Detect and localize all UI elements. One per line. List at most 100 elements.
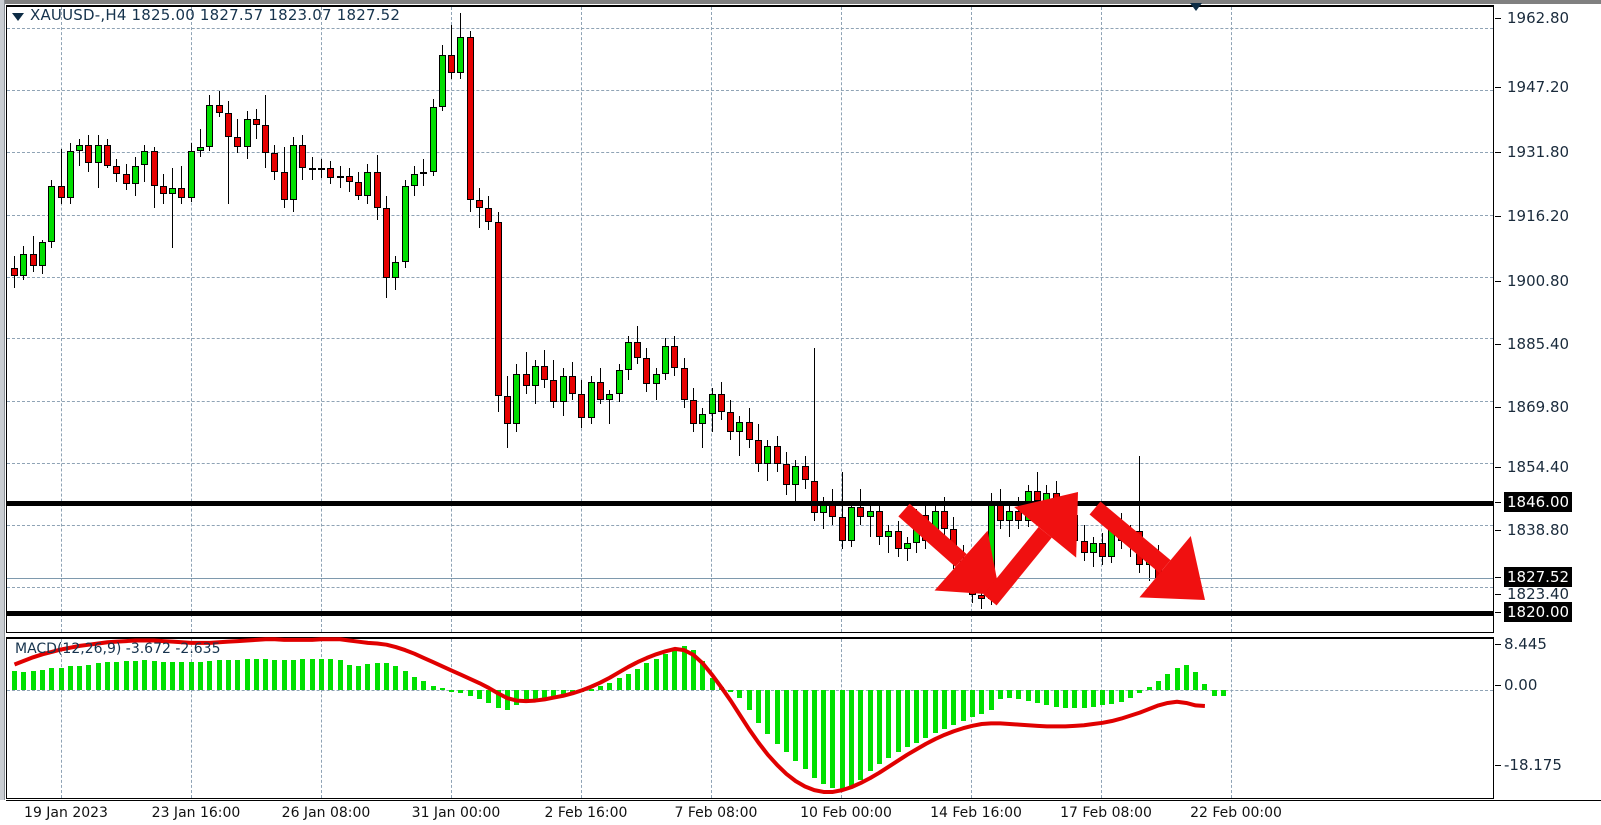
candle-body <box>885 530 893 537</box>
candle-body <box>773 446 781 465</box>
gridline-h <box>7 525 1493 527</box>
macd-bar <box>1165 674 1171 690</box>
candle-body <box>950 528 958 561</box>
gridline-v <box>61 7 62 632</box>
macd-bar <box>1137 689 1143 694</box>
macd-bar <box>979 689 985 714</box>
price-label: 1854.40 <box>1507 458 1570 476</box>
candle-body <box>792 466 800 485</box>
candle-body <box>810 480 818 513</box>
macd-bar <box>1193 671 1199 690</box>
candle-body <box>838 516 846 541</box>
candle-body <box>801 466 809 481</box>
macd-bar <box>142 660 148 690</box>
macd-bar <box>58 667 64 690</box>
candle-body <box>48 185 56 242</box>
gridline-h <box>7 90 1493 92</box>
candle-body <box>1099 542 1107 557</box>
candle-body <box>345 175 353 182</box>
macd-bar <box>160 661 166 690</box>
candle-body <box>848 506 855 541</box>
candle-wick <box>702 408 704 449</box>
scroll-marker-icon[interactable] <box>1190 3 1202 11</box>
macd-bar <box>1090 689 1096 707</box>
macd-bar <box>821 689 827 784</box>
macd-bar <box>188 661 194 690</box>
macd-bar <box>951 689 957 725</box>
macd-pane[interactable]: MACD(12,26,9) -3.672 -2.635 <box>6 637 1494 799</box>
candle-body <box>1089 542 1097 553</box>
macd-bar <box>811 689 817 778</box>
time-axis[interactable]: 19 Jan 2023 23 Jan 16:00 26 Jan 08:00 31 Ja… <box>6 800 1601 825</box>
candle-body <box>894 530 902 549</box>
triangle-down-icon[interactable] <box>12 13 24 21</box>
candle-body <box>699 414 707 425</box>
macd-bar <box>114 661 120 690</box>
axis-tick <box>1495 644 1501 645</box>
candle-body <box>197 147 204 152</box>
candle-body <box>745 422 753 441</box>
symbol-header-text: XAUUSD-,H4 1825.00 1827.57 1823.07 1827.… <box>30 6 401 24</box>
time-label: 10 Feb 00:00 <box>800 805 892 821</box>
candle-body <box>336 175 344 178</box>
candle-wick <box>451 25 453 80</box>
candle-body <box>262 125 270 154</box>
candle-body <box>187 151 195 198</box>
candle-body <box>178 187 186 198</box>
candle-body <box>541 366 549 381</box>
candle-body <box>38 241 46 266</box>
candle-wick <box>218 91 220 118</box>
macd-signal-line <box>13 637 1206 794</box>
price-axis[interactable]: 1962.80 1947.20 1931.80 1916.20 1900.80 1885.… <box>1495 5 1601 633</box>
candle-body <box>420 171 428 174</box>
macd-bar <box>318 658 324 690</box>
candle-body <box>383 207 390 278</box>
macd-bar <box>653 658 659 690</box>
candle-wick <box>227 101 229 204</box>
macd-bar <box>95 662 101 690</box>
candle-body <box>122 173 130 184</box>
candle-body <box>76 145 84 152</box>
price-chart-pane[interactable] <box>6 5 1494 633</box>
macd-bar <box>1128 689 1133 699</box>
macd-bar <box>681 646 687 690</box>
candle-wick <box>60 149 62 204</box>
macd-bar <box>272 659 278 690</box>
macd-bar <box>225 659 231 690</box>
candle-wick <box>172 167 174 248</box>
candle-body <box>857 506 865 517</box>
window-top-border <box>0 0 1601 4</box>
candle-body <box>66 151 74 198</box>
macd-bar <box>904 689 910 748</box>
symbol-header: XAUUSD-,H4 1825.00 1827.57 1823.07 1827.… <box>12 6 400 24</box>
macd-bar <box>216 660 222 690</box>
price-label-highlighted: 1827.52 <box>1504 567 1573 587</box>
macd-bar <box>402 670 408 690</box>
level-line-support[interactable] <box>7 611 1493 616</box>
level-line-resistance[interactable] <box>7 501 1493 506</box>
macd-axis[interactable]: 8.445 0.00 -18.175 <box>1495 635 1601 799</box>
candle-body <box>1052 492 1060 521</box>
macd-bar <box>39 669 45 690</box>
macd-bar <box>746 689 752 711</box>
macd-bar <box>765 689 771 735</box>
candle-body <box>913 514 921 543</box>
window-left-scroll-strip[interactable] <box>0 0 5 800</box>
price-label-highlighted: 1820.00 <box>1504 602 1573 622</box>
axis-tick <box>1495 765 1501 766</box>
candle-body <box>922 514 930 541</box>
candle-body <box>252 119 260 126</box>
gridline-h <box>7 338 1493 340</box>
time-label: 7 Feb 08:00 <box>674 805 758 821</box>
candle-body <box>643 358 651 385</box>
candle-body <box>94 145 102 164</box>
macd-bar <box>1062 689 1068 708</box>
candle-wick <box>525 352 527 395</box>
price-label-highlighted: 1846.00 <box>1504 492 1573 512</box>
candle-body <box>736 422 744 433</box>
candle-body <box>1154 554 1162 581</box>
macd-bar <box>477 689 482 699</box>
candle-body <box>708 394 716 415</box>
gridline-v <box>1101 7 1102 632</box>
